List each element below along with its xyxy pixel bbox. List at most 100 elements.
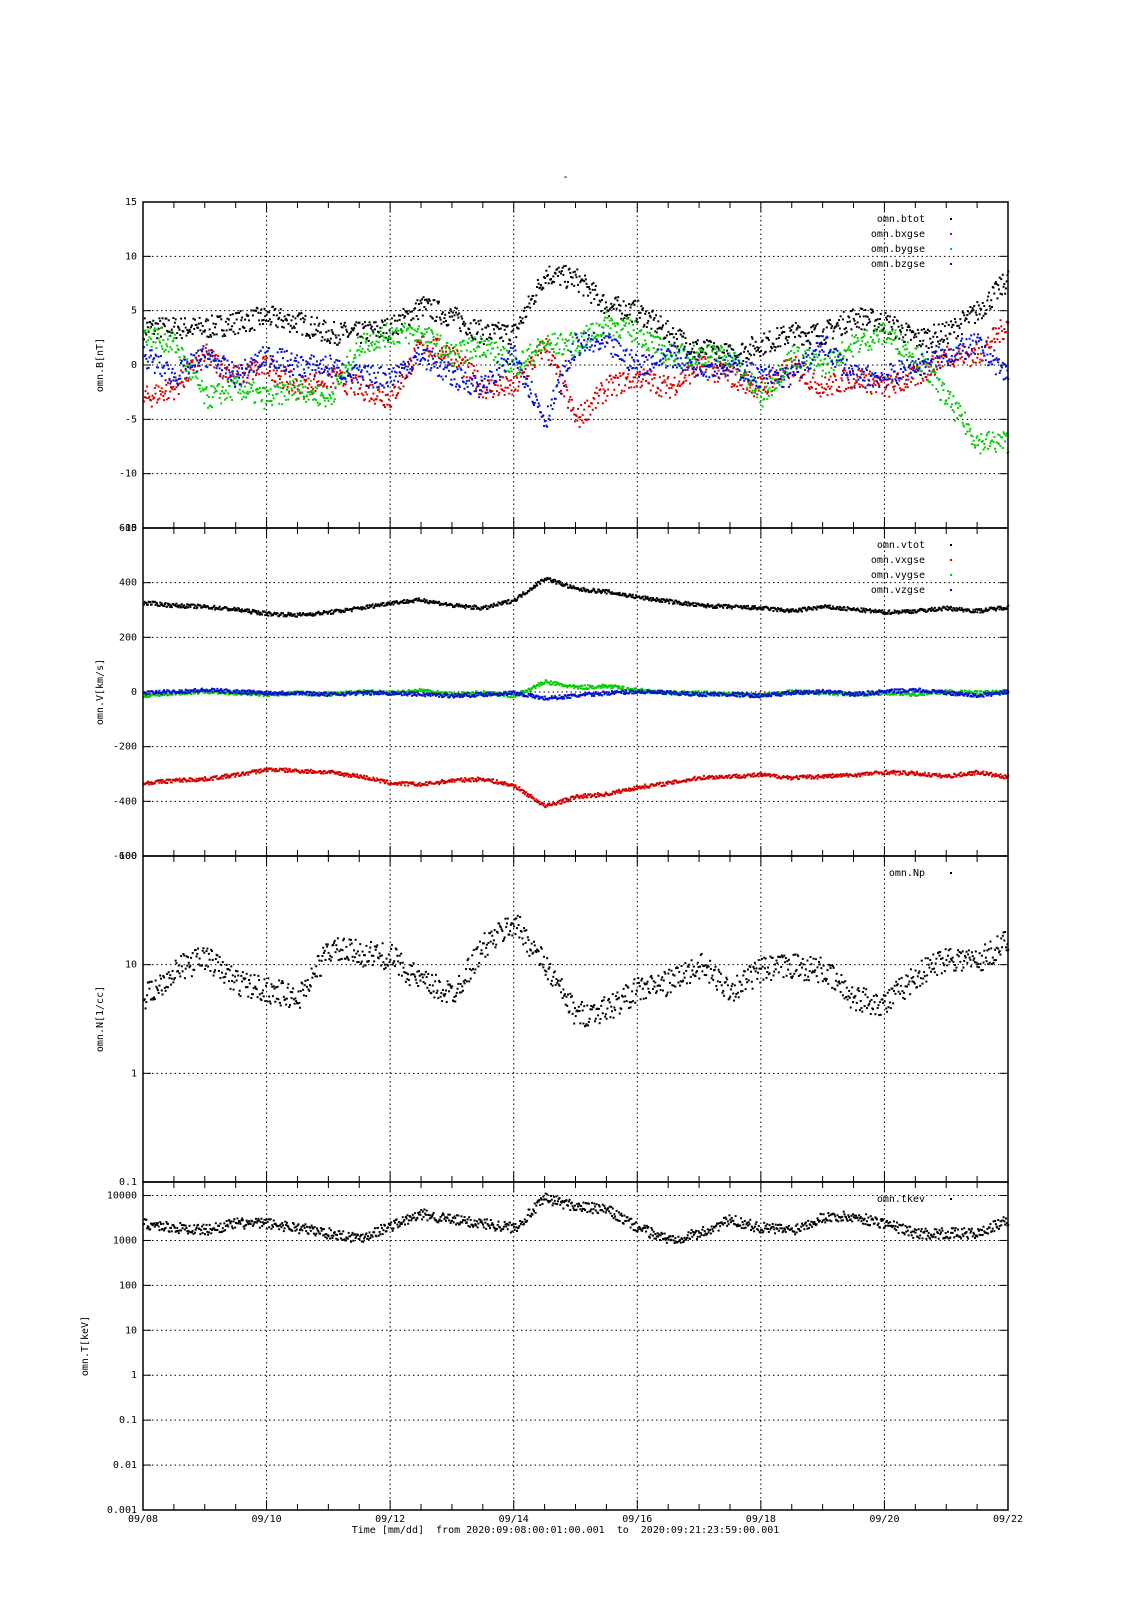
data-point	[326, 370, 329, 373]
data-point	[750, 375, 753, 378]
data-point	[569, 271, 572, 274]
data-point	[246, 608, 249, 611]
data-point	[376, 386, 379, 389]
data-point	[866, 341, 869, 344]
data-point	[496, 346, 499, 349]
data-point	[970, 347, 973, 350]
data-point	[425, 298, 428, 301]
data-point	[157, 355, 160, 358]
data-point	[326, 611, 329, 614]
data-point	[839, 353, 842, 356]
data-point	[478, 346, 481, 349]
data-point	[438, 356, 441, 359]
data-point	[362, 394, 365, 397]
data-point	[211, 396, 214, 399]
data-point	[492, 396, 495, 399]
data-point	[966, 430, 969, 433]
data-point	[181, 381, 184, 384]
data-point	[614, 338, 617, 341]
data-point	[811, 330, 814, 333]
data-point	[733, 354, 736, 357]
data-point	[614, 374, 617, 377]
data-point	[884, 330, 887, 333]
data-point	[425, 331, 428, 334]
data-point	[576, 268, 579, 271]
data-point	[509, 384, 512, 387]
data-point	[960, 356, 963, 359]
data-point	[710, 345, 713, 348]
data-point	[382, 602, 385, 605]
data-point	[403, 326, 406, 329]
data-point	[229, 396, 232, 399]
data-point	[767, 390, 770, 393]
data-point	[282, 320, 285, 323]
data-point	[730, 360, 733, 363]
data-point	[526, 375, 529, 378]
data-point	[282, 612, 285, 615]
data-point	[166, 361, 169, 364]
data-point	[454, 369, 457, 372]
data-point	[791, 373, 794, 376]
data-point	[553, 357, 556, 360]
data-point	[981, 440, 984, 443]
data-point	[934, 331, 937, 334]
data-point	[670, 343, 673, 346]
data-point	[946, 342, 949, 345]
data-point	[881, 392, 884, 395]
data-point	[298, 613, 301, 616]
data-point	[923, 328, 926, 331]
data-point	[780, 332, 783, 335]
data-point	[513, 389, 516, 392]
data-point	[433, 354, 436, 357]
data-point	[331, 370, 334, 373]
data-point	[767, 336, 770, 339]
data-point	[617, 355, 620, 358]
data-point	[177, 348, 180, 351]
data-point	[203, 604, 206, 607]
data-point	[231, 313, 234, 316]
data-point	[861, 340, 864, 343]
data-point	[517, 385, 520, 388]
data-point	[802, 364, 805, 367]
data-point	[547, 282, 550, 285]
data-point	[725, 356, 728, 359]
legend-label: omn.bygse	[871, 244, 925, 255]
data-point	[890, 368, 893, 371]
data-point	[438, 349, 441, 352]
data-point	[280, 350, 283, 353]
data-point	[173, 603, 176, 606]
data-point	[899, 329, 902, 332]
data-point	[474, 377, 477, 380]
data-point	[194, 604, 197, 607]
data-point	[184, 367, 187, 370]
data-point	[768, 370, 771, 373]
data-point	[579, 345, 582, 348]
data-point	[618, 309, 621, 312]
data-point	[173, 372, 176, 375]
data-point	[253, 609, 256, 612]
data-point	[346, 374, 349, 377]
data-point	[916, 368, 919, 371]
data-point	[664, 336, 667, 339]
data-point	[261, 398, 264, 401]
data-point	[527, 295, 530, 298]
data-point	[265, 356, 268, 359]
data-point	[553, 332, 556, 335]
data-point	[285, 388, 288, 391]
data-point	[442, 368, 445, 371]
data-point	[234, 607, 237, 610]
data-point	[255, 387, 258, 390]
data-point	[287, 322, 290, 325]
data-point	[319, 331, 322, 334]
data-point	[294, 317, 297, 320]
data-point	[610, 302, 613, 305]
data-point	[674, 364, 677, 367]
data-point	[797, 359, 800, 362]
data-point	[460, 362, 463, 365]
data-point	[891, 329, 894, 332]
data-point	[212, 385, 215, 388]
data-point	[455, 344, 458, 347]
data-point	[348, 364, 351, 367]
data-point	[227, 318, 230, 321]
data-point	[865, 374, 868, 377]
